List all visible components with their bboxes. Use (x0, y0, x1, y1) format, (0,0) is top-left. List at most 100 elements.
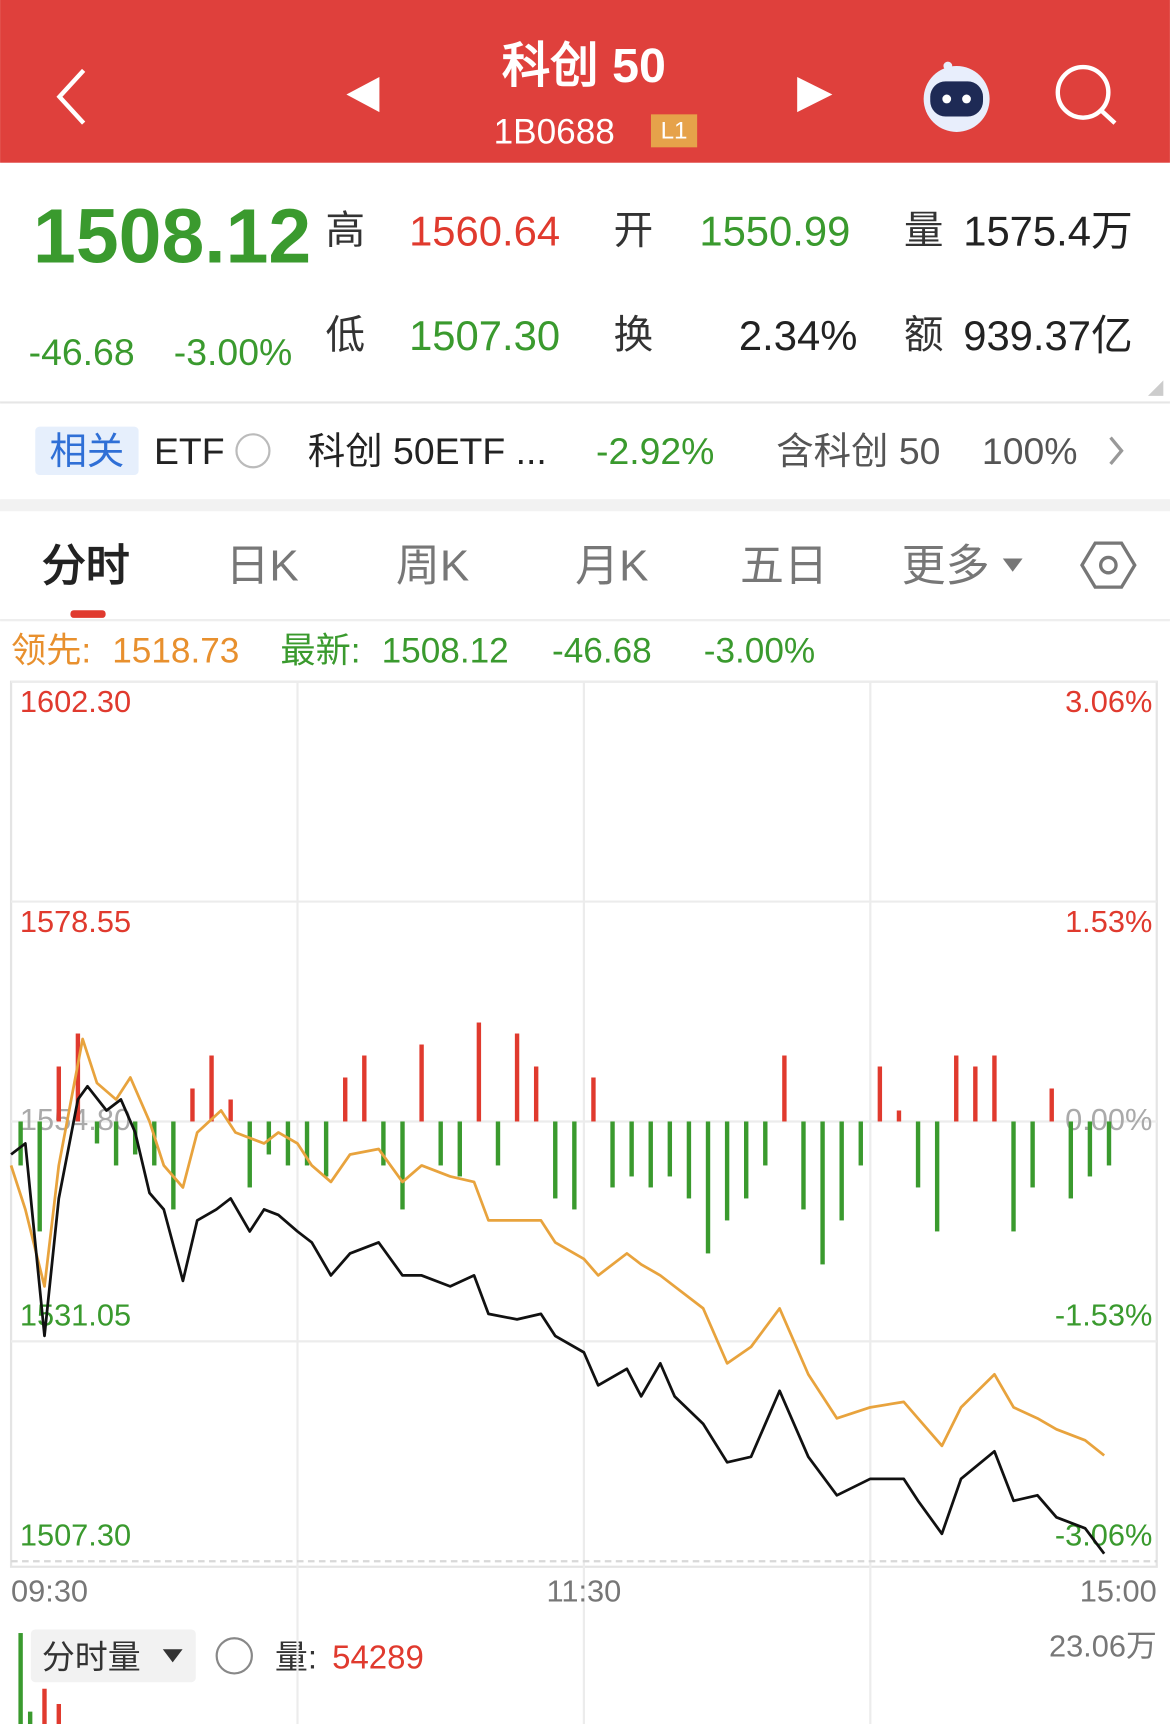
volume-tick-label: 23.06万 (1049, 1628, 1157, 1663)
volume-bar (18, 1633, 23, 1724)
flow-bar (820, 1121, 825, 1265)
robot-antenna (943, 61, 953, 71)
flow-bar (954, 1055, 959, 1122)
legend-value: 1508.12 (382, 631, 509, 670)
tab[interactable]: 日K (225, 542, 298, 591)
hex-dot (1099, 555, 1118, 575)
search-lens (1055, 64, 1111, 120)
flow-bar (801, 1121, 806, 1210)
tab[interactable]: 五日 (740, 542, 828, 591)
flow-bar (285, 1121, 291, 1166)
flow-bar (438, 1121, 443, 1166)
flow-bar (1087, 1121, 1093, 1177)
code: 1B0688 (494, 112, 615, 151)
flow-bar (1011, 1121, 1016, 1232)
legend-value: -3.00% (704, 631, 815, 670)
back-button[interactable] (56, 68, 86, 125)
x-tick-label: 11:30 (547, 1573, 622, 1608)
related-change: -2.92% (596, 430, 714, 472)
flow-bar (94, 1121, 100, 1144)
flow-bar (1106, 1121, 1112, 1166)
flow-bar (648, 1121, 653, 1188)
tab[interactable]: 更多 (902, 542, 990, 591)
flow-bar (495, 1121, 501, 1166)
tab[interactable]: 周K (396, 542, 469, 591)
flow-bar (915, 1121, 921, 1188)
expand-corner[interactable] (1147, 380, 1164, 396)
prev-button[interactable] (346, 76, 380, 113)
x-tick-label: 09:30 (11, 1573, 88, 1608)
flow-bar (572, 1121, 577, 1210)
flow-bar (228, 1099, 233, 1122)
flow-bar (323, 1121, 329, 1177)
flow-bar (266, 1121, 272, 1155)
flow-bar (190, 1088, 195, 1122)
related-type: ETF (154, 430, 225, 472)
flow-bar (152, 1121, 157, 1166)
tab[interactable]: 分时 (42, 542, 130, 591)
flow-bar (37, 1121, 42, 1232)
title: 科创 50 (502, 39, 666, 93)
flow-bar (1049, 1088, 1054, 1122)
flow-bar (419, 1044, 424, 1122)
change-pct: -3.00% (174, 331, 292, 373)
flow-bar (973, 1066, 978, 1122)
related-row[interactable]: 相关 ETF 科创 50ETF ... -2.92% 含科创 50 100% (35, 426, 1124, 475)
flow-bar (381, 1121, 386, 1166)
dropdown-arrow (1002, 558, 1023, 572)
volume-title: 分时量 (42, 1638, 141, 1675)
flow-bar (629, 1121, 634, 1177)
flow-bar (763, 1121, 768, 1166)
badge-text: L1 (661, 117, 688, 144)
robot-icon[interactable] (923, 61, 990, 132)
flow-bar (591, 1077, 596, 1122)
help-icon[interactable] (235, 433, 271, 469)
flow-bar (1068, 1121, 1074, 1199)
hex-icon (1080, 541, 1137, 589)
y-tick-label: 1578.55 (20, 904, 131, 939)
tab-indicator (70, 610, 106, 618)
flow-bar (343, 1077, 348, 1122)
stat-value: 1550.99 (699, 207, 850, 254)
volume-label: 量: (275, 1638, 317, 1675)
y2-tick-label: -1.53% (1055, 1297, 1152, 1332)
stat-value: 939.37亿 (963, 312, 1133, 359)
stat-label: 低 (326, 313, 366, 357)
legend-label: 最新: (280, 631, 360, 670)
related-holding-label: 含科创 50 (776, 430, 940, 472)
related-tag-bg (35, 426, 139, 475)
stat-label: 开 (614, 209, 654, 253)
flow-bar (400, 1121, 405, 1210)
stat-value: 1507.30 (409, 312, 560, 359)
y-tick-label: 1602.30 (20, 684, 131, 719)
robot-eye (942, 94, 952, 104)
flow-bar (744, 1121, 749, 1199)
flow-bar (18, 1121, 23, 1166)
flow-bar (839, 1121, 844, 1221)
volume-bar (42, 1688, 47, 1724)
flow-bar (75, 1033, 81, 1122)
flow-bar (56, 1066, 62, 1122)
next-button[interactable] (797, 76, 833, 113)
legend-label: 领先: (11, 631, 91, 670)
flow-bar (667, 1121, 673, 1177)
stat-value: 1575.4万 (963, 207, 1133, 254)
flow-bar (304, 1121, 310, 1166)
tab[interactable]: 月K (575, 542, 648, 591)
flow-bar (858, 1121, 863, 1166)
flow-bar (724, 1121, 730, 1221)
volume-selector[interactable]: 分时量 (30, 1629, 196, 1683)
help-icon[interactable] (215, 1637, 253, 1675)
flow-bar (247, 1121, 252, 1188)
section-gap (0, 499, 1170, 512)
chevron (1109, 436, 1124, 466)
volume-latest: 54289 (332, 1638, 424, 1675)
stat-label: 换 (614, 313, 654, 357)
related-tag: 相关 (50, 430, 125, 472)
dropdown-arrow (162, 1649, 183, 1663)
stat-label: 高 (326, 209, 366, 253)
search-button[interactable] (1055, 64, 1117, 125)
settings-button[interactable] (1080, 541, 1137, 589)
related-holding: 100% (982, 430, 1078, 472)
